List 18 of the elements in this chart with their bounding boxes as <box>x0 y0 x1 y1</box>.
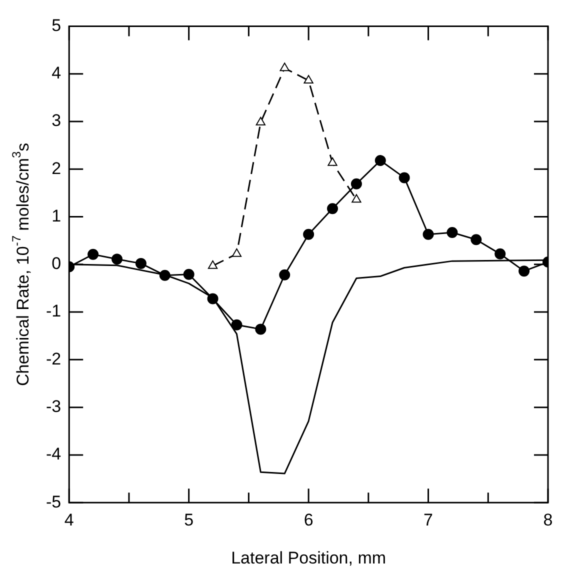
y-tick-label: -4 <box>46 444 62 464</box>
y-tick-label: 1 <box>52 206 62 226</box>
y-tick-label: -3 <box>46 397 62 416</box>
y-tick-label: -2 <box>46 349 62 368</box>
y-tick-label: 0 <box>52 254 62 274</box>
x-tick-label: 8 <box>543 510 553 530</box>
y-tick-label: 2 <box>52 158 62 178</box>
x-tick-label: 5 <box>184 510 194 530</box>
y-axis-title: Chemical Rate, 10-7 moles/cm3s <box>10 142 33 386</box>
x-tick-label: 6 <box>304 510 314 530</box>
y-tick-label: -1 <box>46 302 62 321</box>
y-tick-label: 4 <box>52 64 62 83</box>
y-tick-label: 3 <box>52 111 62 130</box>
x-tick-label: 7 <box>424 510 434 530</box>
y-tick-label: -5 <box>46 492 62 512</box>
x-axis-title: Lateral Position, mm <box>231 548 386 568</box>
y-tick-label: 5 <box>52 16 62 35</box>
x-tick-label: 4 <box>64 510 74 530</box>
